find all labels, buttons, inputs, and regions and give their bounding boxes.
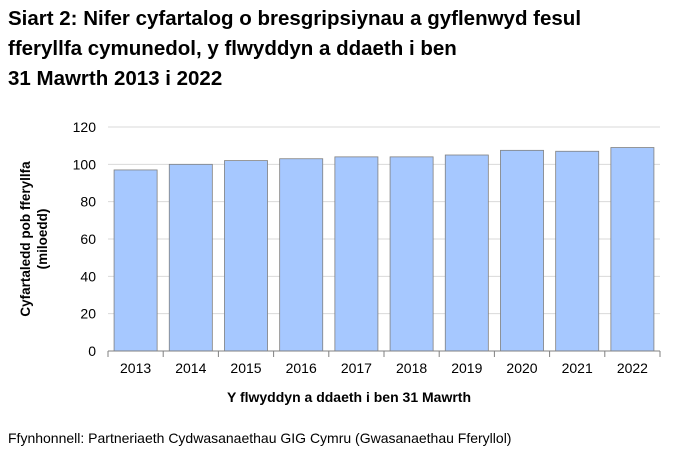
y-tick-label: 80 xyxy=(80,194,96,210)
chart-title-line-3: 31 Mawrth 2013 i 2022 xyxy=(8,67,223,90)
x-tick-label: 2014 xyxy=(175,360,206,376)
chart-title-line-2: fferyllfa cymunedol, y flwyddyn a ddaeth… xyxy=(8,37,457,60)
x-tick-label: 2017 xyxy=(341,360,372,376)
y-tick-label: 60 xyxy=(80,231,96,247)
x-tick-label: 2020 xyxy=(506,360,537,376)
x-tick-label: 2018 xyxy=(396,360,427,376)
bar-2019 xyxy=(444,154,489,352)
x-axis-label: Y flwyddyn a ddaeth i ben 31 Mawrth xyxy=(227,389,471,405)
x-tick-labels: 2013 2014 2015 2016 2017 2018 2019 2020 2021 2022 xyxy=(120,360,648,376)
bar-2018 xyxy=(389,156,434,352)
x-tick-label: 2013 xyxy=(120,360,151,376)
chart-title: Siart 2: Nifer cyfartalog o bresgripsiyn… xyxy=(8,4,684,94)
bar-2014 xyxy=(168,163,213,352)
y-tick-label: 0 xyxy=(88,343,96,359)
y-tick-label: 20 xyxy=(80,306,96,322)
x-tick-label: 2021 xyxy=(562,360,593,376)
bar-2017 xyxy=(334,156,379,352)
bars xyxy=(113,147,655,352)
chart-title-line-1: Siart 2: Nifer cyfartalog o bresgripsiyn… xyxy=(8,7,582,30)
bar-2020 xyxy=(500,149,544,352)
y-tick-label: 100 xyxy=(73,156,97,172)
x-tick-label: 2022 xyxy=(617,360,648,376)
axes xyxy=(107,350,661,357)
bar-2015 xyxy=(224,160,268,352)
x-tick-label: 2016 xyxy=(286,360,317,376)
bar-chart: 0 20 40 60 80 100 120 2013 2014 2015 2016 2017 2018… xyxy=(18,119,661,405)
y-tick-label: 120 xyxy=(73,119,97,135)
bar-2016 xyxy=(279,158,324,352)
y-axis-label-line-2: (miloedd) xyxy=(35,209,50,270)
x-tick-label: 2019 xyxy=(451,360,482,376)
y-tick-labels: 0 20 40 60 80 100 120 xyxy=(73,119,97,359)
bar-2021 xyxy=(555,150,600,352)
bar-2022 xyxy=(610,147,655,352)
bar-2013 xyxy=(113,169,158,352)
y-axis-label-line-1: Cyfartaledd pob fferyllfa xyxy=(18,161,33,317)
x-tick-label: 2015 xyxy=(230,360,261,376)
y-tick-label: 40 xyxy=(80,268,96,284)
source-note: Ffynhonnell: Partneriaeth Cydwasanaethau… xyxy=(8,430,512,446)
